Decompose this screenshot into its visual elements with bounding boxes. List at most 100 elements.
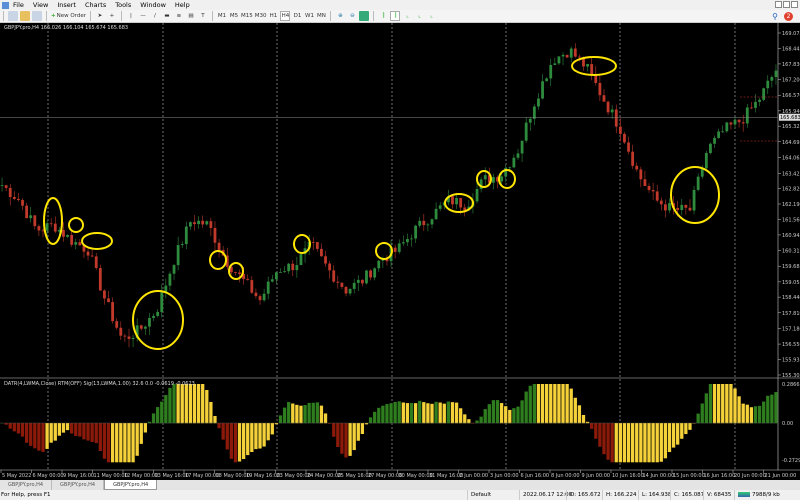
search-icon[interactable]: ⚲ [772, 12, 778, 21]
horizontal-line-icon[interactable]: — [140, 13, 146, 19]
candle-body [610, 109, 614, 113]
tf-w1[interactable]: W1 [305, 13, 314, 19]
candle-body [549, 64, 553, 79]
bar-chart-icon[interactable]: ⫿ [382, 12, 385, 19]
indicator-bar [528, 385, 532, 424]
indicator-bar [192, 384, 197, 424]
tf-m1[interactable]: M1 [217, 13, 227, 19]
candle-body [565, 54, 569, 58]
channel-icon[interactable]: ▬ [164, 13, 170, 19]
tf-m5[interactable]: M5 [229, 13, 239, 19]
price-label: 155.305 [782, 373, 800, 379]
indicator-bar [467, 419, 471, 424]
zoom-out-icon[interactable]: ⊖ [350, 13, 355, 19]
tile-windows-icon[interactable] [359, 11, 370, 21]
candle-body [348, 288, 352, 294]
candle-body [344, 286, 348, 294]
indicator-bar [401, 402, 405, 424]
candle-body [123, 335, 127, 337]
indicator-bar [180, 384, 184, 424]
candle-body [475, 189, 479, 202]
candle-body [189, 222, 192, 227]
indicator-bar [78, 423, 82, 437]
candle-body [250, 280, 254, 293]
candle-body [74, 242, 78, 245]
tf-m30[interactable]: M30 [254, 13, 267, 19]
menu-help[interactable]: Help [174, 1, 190, 9]
candle-body [135, 325, 139, 338]
indicator-bar [348, 423, 352, 456]
fibonacci-icon[interactable]: ≡ [176, 13, 182, 19]
candle-body [737, 119, 741, 123]
menu-window[interactable]: Window [140, 1, 166, 9]
candle-body [139, 325, 143, 329]
text-icon[interactable]: T [201, 13, 205, 19]
candle-body [635, 165, 639, 170]
tf-h4[interactable]: H4 [280, 11, 291, 21]
chart-tab-active[interactable]: GBPJPY.pro,H4 [104, 480, 158, 490]
menu-tools[interactable]: Tools [115, 1, 132, 9]
chart-tab[interactable]: GBPJPY.pro,H4 [52, 480, 105, 490]
candle-body [500, 176, 504, 182]
indicator-bar [385, 404, 389, 424]
autoscroll-icon[interactable]: ⌞ [418, 13, 421, 19]
profiles-icon[interactable] [20, 11, 30, 21]
price-label: 167.200 [782, 78, 800, 84]
tf-h1[interactable]: H1 [269, 13, 278, 19]
new-chart-icon[interactable] [8, 11, 18, 21]
shapes-icon[interactable]: ▤ [188, 13, 194, 19]
candle-body [229, 266, 233, 273]
annotation-circle [444, 193, 474, 213]
time-label: 14 Jun 00:00 [643, 473, 675, 479]
menu-view[interactable]: View [32, 1, 49, 9]
close-button[interactable] [791, 1, 798, 8]
indicator-bar [647, 423, 651, 463]
indicator-bar [217, 423, 221, 429]
indicator-bar [270, 423, 274, 435]
price-label: 160.945 [782, 233, 800, 239]
time-label: 6 Jun 16:00 [521, 473, 550, 479]
chart-tab[interactable]: GBPJPY.pro,H4 [0, 480, 53, 490]
candle-body [4, 185, 8, 188]
annotation-circle [293, 234, 311, 254]
indicator-bar [622, 423, 627, 463]
candle-body [749, 107, 753, 109]
candle-body [393, 247, 397, 252]
restore-button[interactable] [783, 1, 790, 8]
time-label: 18 May 00:00 [216, 473, 250, 479]
candle-body [66, 234, 69, 237]
indicator-bar [508, 409, 512, 424]
chart-window[interactable]: 169.075 168.445 167.830 167.200 166.570 165.9… [0, 23, 800, 480]
tf-d1[interactable]: D1 [293, 13, 302, 19]
candle-body [741, 122, 745, 124]
indicator-bar [418, 400, 422, 424]
candle-body [520, 140, 524, 154]
candle-body [86, 251, 90, 256]
market-watch-icon[interactable] [32, 11, 42, 21]
crosshair-icon[interactable]: + [109, 13, 115, 19]
candlestick-icon[interactable]: ⫿ [390, 11, 401, 21]
tf-mn[interactable]: MN [317, 13, 326, 19]
cursor-icon[interactable]: ➤ [97, 13, 103, 19]
menu-insert[interactable]: Insert [57, 1, 76, 9]
new-order-button[interactable]: + New Order [51, 13, 86, 19]
trendline-icon[interactable]: / [154, 13, 156, 19]
indicator-bar [352, 423, 356, 451]
indicator-bar [196, 384, 201, 424]
menu-file[interactable]: File [13, 1, 24, 9]
indicator-bar [499, 403, 504, 424]
menu-charts[interactable]: Charts [84, 1, 107, 9]
annotation-circle [670, 166, 720, 224]
line-chart-icon[interactable]: ⌞ [406, 13, 409, 19]
price-chart[interactable]: 169.075 168.445 167.830 167.200 166.570 165.9… [0, 23, 800, 480]
indicator-bar [119, 423, 123, 463]
tf-m15[interactable]: M15 [240, 13, 253, 19]
chart-shift-icon[interactable]: ⌞ [430, 13, 433, 19]
vertical-line-icon[interactable]: | [130, 13, 132, 19]
minimize-button[interactable] [775, 1, 782, 8]
zoom-in-icon[interactable]: ⊕ [338, 13, 343, 19]
indicator-bar [577, 405, 582, 424]
price-label: 158.440 [782, 295, 800, 301]
candle-body [430, 219, 434, 225]
notification-badge[interactable]: 2 [784, 12, 793, 21]
